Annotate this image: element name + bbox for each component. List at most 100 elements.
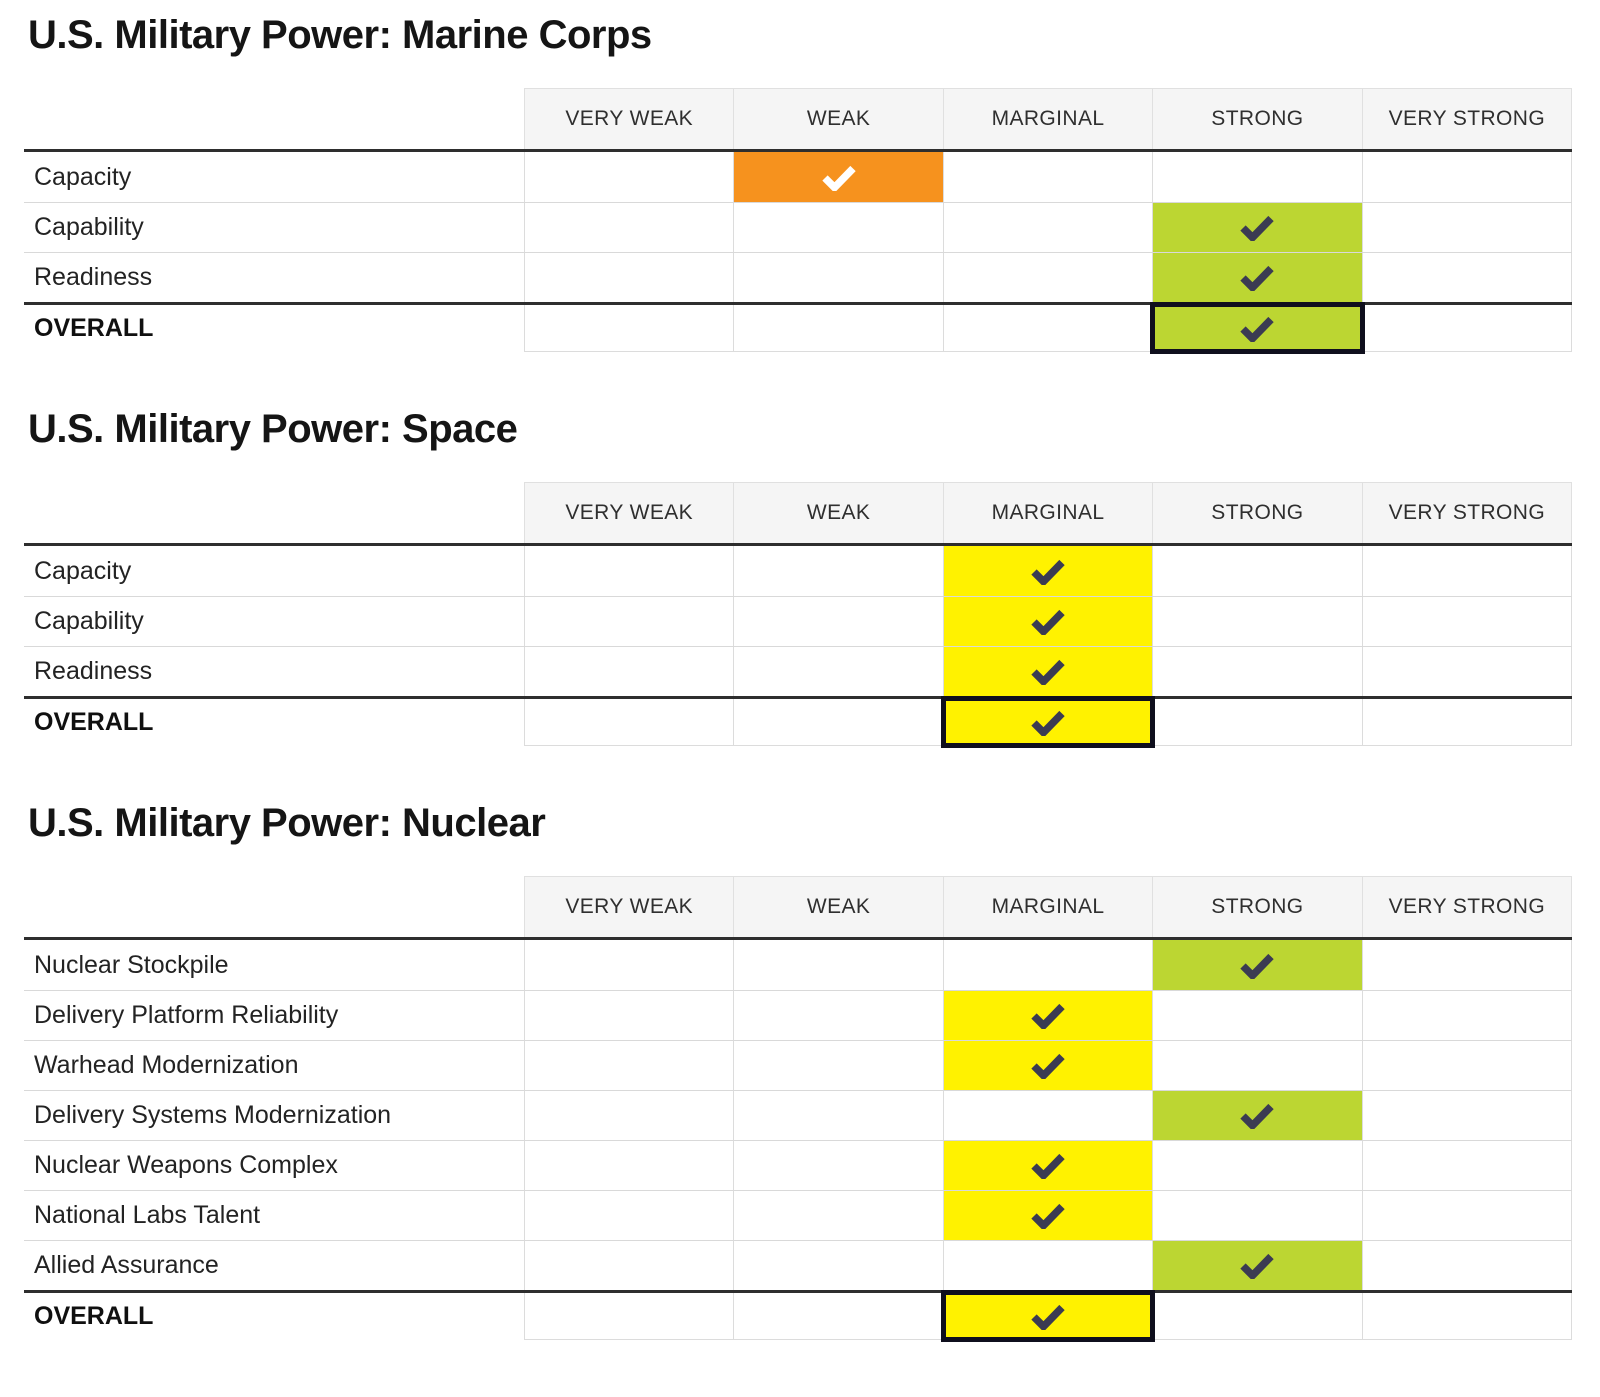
header-spacer <box>24 88 524 149</box>
rating-mark <box>1153 1091 1362 1140</box>
rating-cell-very-strong <box>1363 1041 1573 1090</box>
rating-mark <box>943 991 1153 1040</box>
rating-cell-weak <box>734 1141 944 1190</box>
rating-cell-strong <box>1153 1041 1363 1090</box>
rating-cell-marginal <box>944 152 1154 202</box>
rating-cell-weak <box>734 1191 944 1240</box>
header-spacer <box>24 876 524 937</box>
row-label: Readiness <box>34 263 153 291</box>
table-title: U.S. Military Power: Marine Corps <box>28 13 652 57</box>
check-icon <box>1031 1003 1065 1029</box>
rating-mark <box>734 152 943 202</box>
rating-grid: VERY WEAK WEAK MARGINAL STRONG VERY STRONG Nu… <box>24 876 1573 1342</box>
table-row: OVERALL <box>24 696 1573 748</box>
check-icon <box>1240 1253 1275 1279</box>
row-label: Allied Assurance <box>34 1251 219 1279</box>
rating-cell-strong <box>1153 1191 1363 1240</box>
rating-cell-very-strong <box>1363 203 1573 252</box>
table-row: OVERALL <box>24 1290 1573 1342</box>
rating-column-header: MARGINAL <box>943 88 1154 149</box>
table-row: Nuclear Weapons Complex <box>24 1140 1573 1190</box>
row-label: Delivery Systems Modernization <box>34 1101 392 1129</box>
rating-column-header: VERY STRONG <box>1362 88 1573 149</box>
rating-column-header: MARGINAL <box>943 482 1154 543</box>
table-row: Capacity <box>24 152 1573 202</box>
rating-cell-strong <box>1153 1141 1363 1190</box>
rating-cell-very-weak <box>524 546 735 596</box>
check-icon <box>1240 215 1275 241</box>
rating-cell-very-weak <box>524 699 735 746</box>
rating-grid: VERY WEAK WEAK MARGINAL STRONG VERY STRONG Ca… <box>24 88 1573 354</box>
table-title: U.S. Military Power: Nuclear <box>28 801 546 845</box>
row-label: Nuclear Weapons Complex <box>34 1151 338 1179</box>
rating-cell-very-strong <box>1363 1241 1573 1290</box>
rating-cell-weak <box>734 203 944 252</box>
assessment-table: U.S. Military Power: Marine Corps VERY WE… <box>24 12 1573 354</box>
rating-cell-very-strong <box>1362 1293 1573 1340</box>
row-label: Capacity <box>34 162 132 191</box>
table-row: Allied Assurance <box>24 1240 1573 1290</box>
rating-column-header: MARGINAL <box>943 876 1154 937</box>
rating-column-header: WEAK <box>734 88 944 149</box>
rating-cell-weak <box>734 1241 944 1290</box>
rating-cell-weak <box>734 305 944 352</box>
table-row: Warhead Modernization <box>24 1040 1573 1090</box>
rating-cell-strong <box>1153 253 1363 302</box>
table-title: U.S. Military Power: Space <box>28 407 518 451</box>
rating-mark <box>1153 940 1362 990</box>
rating-cell-weak <box>734 597 944 646</box>
rating-column-header: VERY STRONG <box>1362 482 1573 543</box>
rating-mark <box>940 696 1156 748</box>
assessment-tables-container: U.S. Military Power: Marine Corps VERY WE… <box>24 12 1573 1342</box>
rating-cell-marginal <box>944 940 1154 990</box>
check-icon <box>1240 316 1275 342</box>
rating-cell-strong <box>1153 597 1363 646</box>
rating-cell-strong <box>1153 991 1363 1040</box>
assessment-table: U.S. Military Power: Space VERY WEAK WEAK M… <box>24 406 1573 748</box>
row-label: Capacity <box>34 556 132 585</box>
check-icon <box>1031 559 1065 585</box>
table-row: Readiness <box>24 252 1573 302</box>
rating-cell-marginal <box>943 546 1154 596</box>
check-icon <box>1031 659 1065 685</box>
row-label: Readiness <box>34 657 153 685</box>
rating-cell-marginal <box>940 696 1156 748</box>
rating-column-header: VERY WEAK <box>524 482 735 543</box>
rating-cell-very-strong <box>1363 940 1573 990</box>
rating-cell-marginal <box>944 203 1154 252</box>
rating-mark <box>943 597 1153 646</box>
check-icon <box>821 165 856 191</box>
table-row: National Labs Talent <box>24 1190 1573 1240</box>
rating-cell-marginal <box>943 991 1154 1040</box>
rating-column-header: STRONG <box>1153 88 1363 149</box>
check-icon <box>1031 1053 1065 1079</box>
rating-mark <box>940 1290 1156 1342</box>
rating-cell-very-weak <box>524 305 735 352</box>
rating-cell-very-strong <box>1363 1141 1573 1190</box>
rating-cell-very-strong <box>1363 597 1573 646</box>
header-spacer <box>24 482 524 543</box>
rating-cell-very-strong <box>1363 253 1573 302</box>
table-row: Readiness <box>24 646 1573 696</box>
rating-cell-marginal <box>943 1041 1154 1090</box>
assessment-table: U.S. Military Power: Nuclear VERY WEAK WEA… <box>24 800 1573 1342</box>
rating-cell-marginal <box>943 1191 1154 1240</box>
rating-cell-very-weak <box>524 1091 735 1140</box>
rating-grid: VERY WEAK WEAK MARGINAL STRONG VERY STRONG Ca… <box>24 482 1573 748</box>
check-icon <box>1031 1203 1065 1229</box>
rating-cell-very-weak <box>524 940 735 990</box>
rating-cell-strong <box>1153 1293 1363 1340</box>
rating-column-header: WEAK <box>734 876 944 937</box>
table-row: Capability <box>24 202 1573 252</box>
check-icon <box>1240 265 1275 291</box>
rating-cell-very-strong <box>1363 546 1573 596</box>
rating-cell-strong <box>1153 699 1363 746</box>
row-label: OVERALL <box>34 708 154 736</box>
rating-cell-very-weak <box>524 597 735 646</box>
rating-cell-marginal <box>943 305 1154 352</box>
rating-column-header: VERY STRONG <box>1362 876 1573 937</box>
rating-cell-weak <box>734 647 944 696</box>
rating-cell-weak <box>734 699 944 746</box>
row-label: Nuclear Stockpile <box>34 950 229 979</box>
rating-cell-very-weak <box>524 1141 735 1190</box>
